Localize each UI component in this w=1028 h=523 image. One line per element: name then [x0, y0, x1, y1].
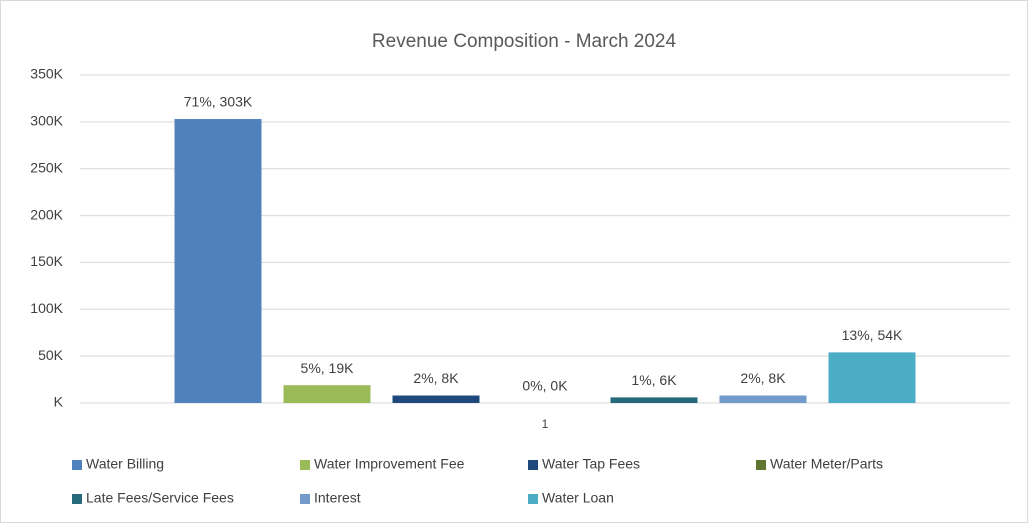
bar — [719, 395, 807, 403]
y-tick-label: 300K — [30, 113, 63, 129]
value-label: 0%, 0K — [522, 378, 568, 394]
y-tick-label: 150K — [30, 253, 63, 269]
y-tick-label: 50K — [38, 347, 64, 363]
bar — [828, 352, 916, 403]
legend-label: Water Billing — [86, 456, 164, 472]
legend-swatch — [528, 494, 538, 504]
value-label: 2%, 8K — [740, 370, 786, 386]
y-tick-label: 250K — [30, 159, 63, 175]
legend-label: Water Meter/Parts — [770, 456, 883, 472]
legend-label: Water Improvement Fee — [314, 456, 465, 472]
legend-swatch — [300, 494, 310, 504]
legend-swatch — [72, 460, 82, 470]
x-tick-label: 1 — [542, 417, 549, 431]
bar — [610, 397, 698, 403]
y-tick-label: 100K — [30, 300, 63, 316]
value-label: 2%, 8K — [413, 370, 459, 386]
chart-title: Revenue Composition - March 2024 — [372, 31, 677, 52]
y-tick-label: K — [54, 394, 64, 410]
legend-label: Water Loan — [542, 490, 614, 506]
legend-label: Interest — [314, 490, 361, 506]
legend-label: Water Tap Fees — [542, 456, 640, 472]
legend-label: Late Fees/Service Fees — [86, 490, 234, 506]
y-tick-label: 350K — [30, 66, 63, 82]
bar — [283, 385, 371, 403]
legend-swatch — [756, 460, 766, 470]
bar — [392, 395, 480, 403]
legend-swatch — [72, 494, 82, 504]
value-label: 5%, 19K — [301, 360, 355, 376]
legend-swatch — [528, 460, 538, 470]
value-label: 1%, 6K — [631, 372, 677, 388]
value-label: 13%, 54K — [842, 327, 903, 343]
value-label: 71%, 303K — [184, 94, 253, 110]
legend-swatch — [300, 460, 310, 470]
y-tick-label: 200K — [30, 206, 63, 222]
bar — [174, 119, 262, 403]
